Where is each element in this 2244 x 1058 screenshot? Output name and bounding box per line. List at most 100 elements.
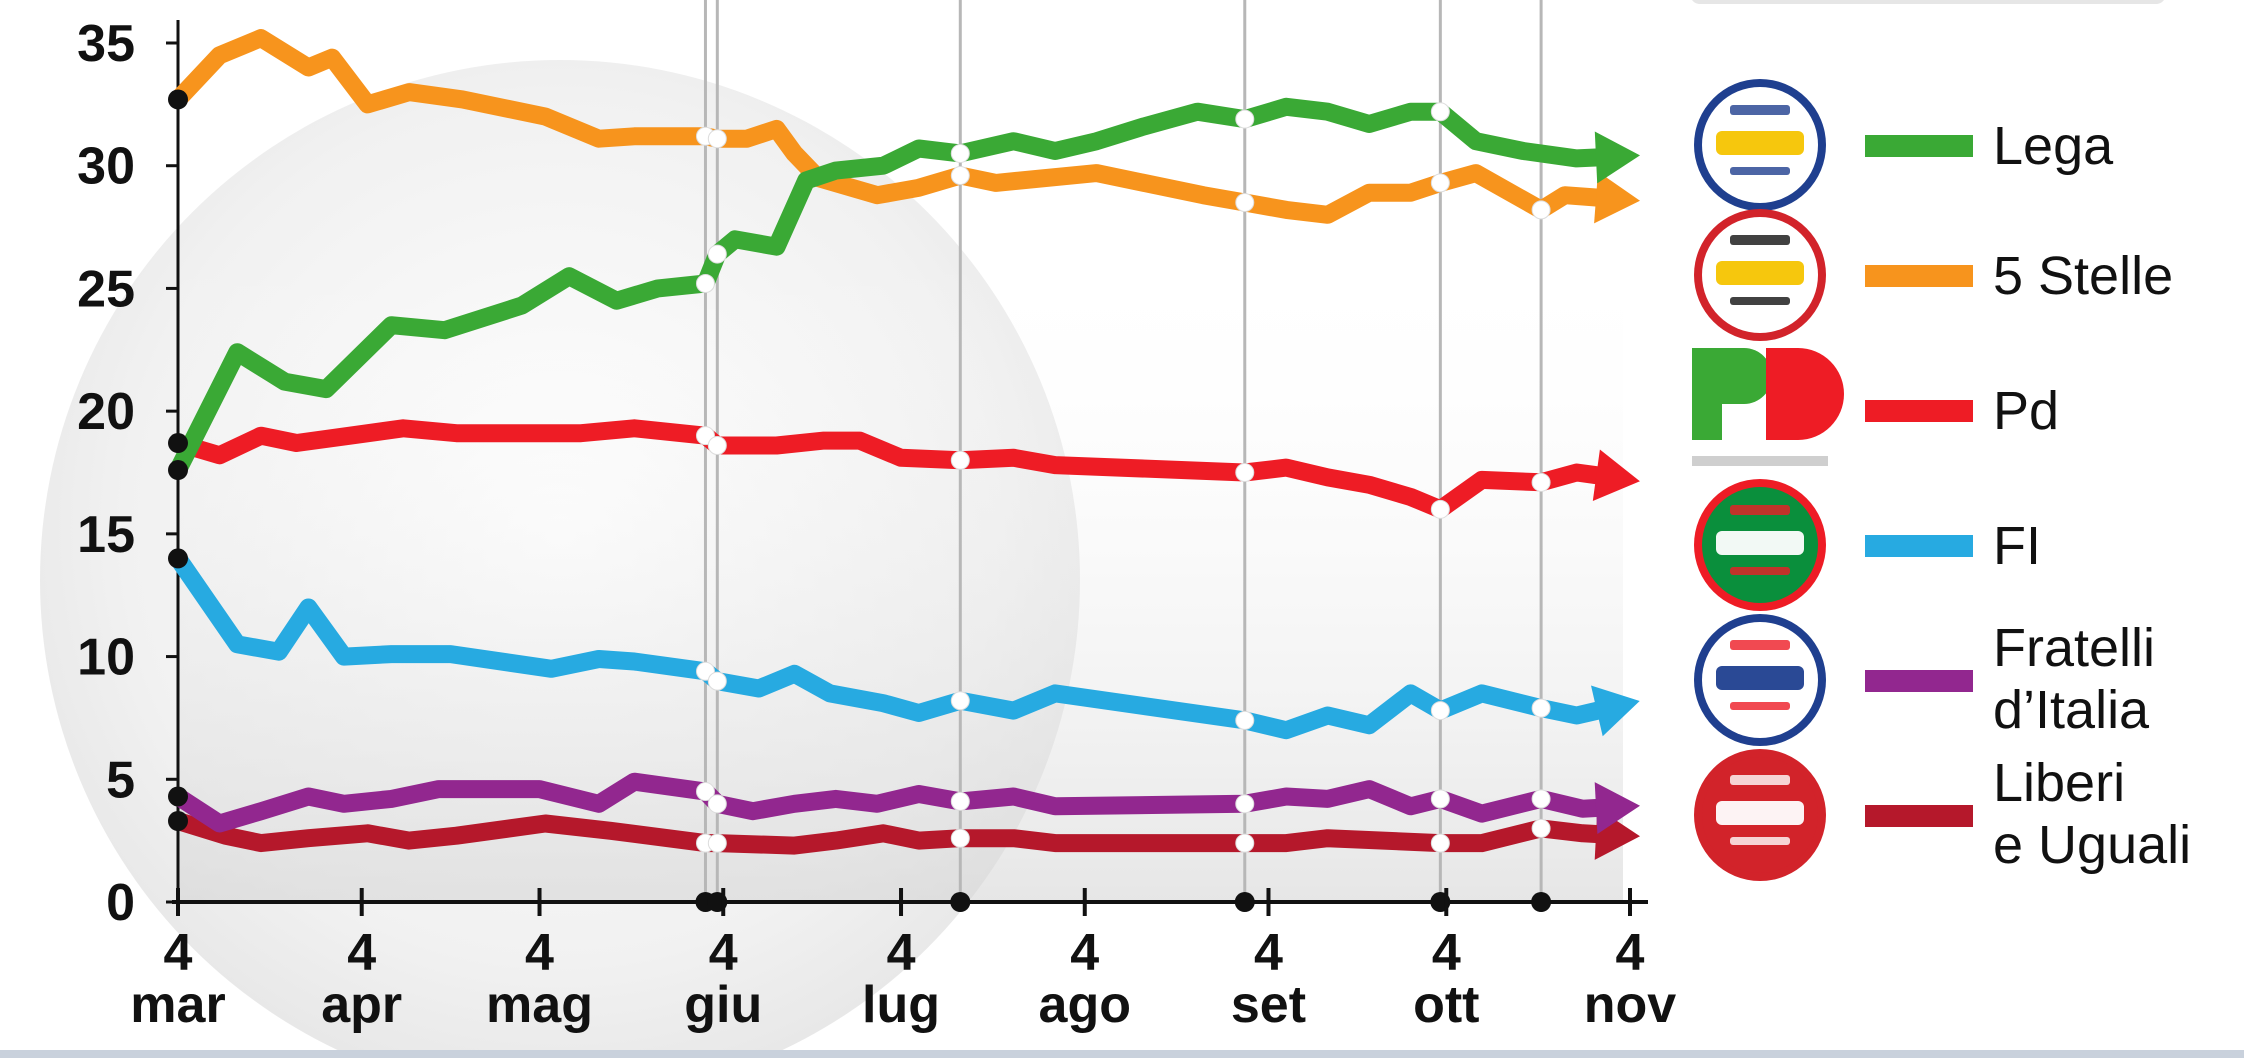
logo-mark — [1730, 105, 1790, 115]
series-line-fi — [169, 549, 1606, 740]
series-arrowhead-fi — [1591, 685, 1640, 737]
legend-swatch — [1865, 535, 1973, 557]
event-point-5-stelle — [1531, 200, 1551, 220]
liberi-e-uguali-logo — [1694, 749, 1826, 881]
logo-mark — [1730, 702, 1790, 710]
logo-mark — [1730, 505, 1790, 515]
x-tick-day: 4 — [1432, 924, 1461, 982]
logo-band — [1716, 801, 1804, 825]
event-point-fi — [950, 691, 970, 711]
movimento-5-stelle-logo — [1694, 209, 1826, 341]
x-tick-month: mag — [486, 976, 593, 1034]
pd-logo-caption — [1692, 456, 1828, 466]
event-point-5-stelle — [1235, 193, 1255, 213]
logo-mark — [1730, 235, 1790, 245]
series-arrowhead-5-stelle — [1594, 171, 1640, 224]
series-fi — [169, 549, 1640, 740]
event-point-liberi-e-uguali — [707, 833, 727, 853]
lega-salvini-logo — [1694, 79, 1826, 211]
x-tick-day: 4 — [347, 924, 376, 982]
legend-label: e Uguali — [1993, 815, 2191, 875]
series-arrowhead-pd — [1592, 449, 1640, 501]
event-point-fi — [1531, 698, 1551, 718]
x-tick-day: 4 — [525, 924, 554, 982]
x-tick-month: set — [1231, 976, 1306, 1034]
x-tick-day: 4 — [1616, 924, 1645, 982]
start-point-pd — [168, 433, 188, 454]
top-search-bar — [1690, 0, 2166, 4]
pd-logo-p-stem — [1692, 348, 1722, 440]
event-point-lega — [695, 274, 715, 294]
x-tick-month: ago — [1039, 976, 1131, 1034]
logo-mark — [1730, 297, 1790, 305]
logo-band — [1716, 131, 1804, 155]
x-tick-month: apr — [321, 976, 402, 1034]
logo-mark — [1730, 775, 1790, 785]
x-tick-month: lug — [862, 976, 940, 1034]
event-point-fratelli-d-italia — [707, 794, 727, 814]
start-point-fratelli-d-italia — [168, 786, 188, 807]
start-point-fi — [168, 548, 188, 569]
logo-band — [1716, 261, 1804, 285]
x-tick-month: ott — [1413, 976, 1479, 1034]
series-line-liberi-e-uguali — [169, 812, 1605, 855]
x-tick-day: 4 — [887, 924, 916, 982]
event-point-5-stelle — [1430, 173, 1450, 193]
event-point-lega — [950, 143, 970, 163]
y-tick-label: 10 — [77, 629, 135, 687]
pd-logo-p-bowl — [1722, 348, 1772, 404]
footer-band — [0, 1050, 2244, 1058]
series-layer — [169, 29, 1640, 860]
legend-label: Lega — [1993, 116, 2114, 176]
partito-democratico-logo — [1688, 342, 1844, 478]
legend-label: FI — [1993, 516, 2041, 576]
x-tick-day: 4 — [1254, 924, 1283, 982]
y-tick-label: 15 — [77, 506, 135, 564]
legend-label: Fratelli — [1993, 618, 2155, 678]
start-point-lega — [168, 460, 188, 481]
event-point-liberi-e-uguali — [1430, 833, 1450, 853]
event-point-fratelli-d-italia — [695, 782, 715, 802]
pd-logo-d-stem — [1766, 348, 1794, 440]
logo-mark — [1730, 640, 1790, 650]
legend-label: Liberi — [1993, 753, 2125, 813]
event-point-pd — [707, 436, 727, 456]
legend-label: 5 Stelle — [1993, 246, 2173, 306]
logo-mark — [1730, 567, 1790, 575]
y-tick-label: 20 — [77, 383, 135, 441]
x-tick-month: mar — [130, 976, 225, 1034]
event-point-lega — [1235, 109, 1255, 129]
series-fratelli-d-italia — [169, 772, 1640, 834]
event-point-fi — [1235, 710, 1255, 730]
legend-label: Pd — [1993, 381, 2059, 441]
event-axis-dot — [1531, 892, 1552, 912]
event-point-liberi-e-uguali — [950, 828, 970, 848]
series-lega — [169, 97, 1640, 479]
series-line-pd — [169, 419, 1606, 519]
x-tick-month: nov — [1584, 976, 1677, 1034]
legend-swatch — [1865, 400, 1973, 422]
event-point-fratelli-d-italia — [1235, 794, 1255, 814]
logo-band — [1716, 666, 1804, 690]
event-axis-dot — [1234, 892, 1255, 912]
legend-item-fi: FI — [1694, 479, 2041, 611]
y-tick-label: 5 — [106, 751, 135, 809]
logo-mark — [1730, 167, 1790, 175]
series-arrowhead-lega — [1594, 131, 1640, 184]
event-point-liberi-e-uguali — [1531, 818, 1551, 838]
y-axis-ticks: 0 5 10 15 20 25 30 35 — [77, 15, 178, 932]
series-arrowhead-fratelli-d-italia — [1594, 782, 1640, 834]
event-point-fratelli-d-italia — [950, 791, 970, 811]
x-tick-month: giu — [684, 976, 762, 1034]
forza-italia-logo — [1694, 479, 1826, 611]
x-tick-day: 4 — [709, 924, 738, 982]
event-point-lega — [1430, 102, 1450, 122]
y-tick-label: 25 — [77, 260, 135, 318]
event-point-fratelli-d-italia — [1531, 789, 1551, 809]
event-point-liberi-e-uguali — [1235, 833, 1255, 853]
y-tick-label: 35 — [77, 15, 135, 73]
fratelli-d-italia-logo — [1694, 614, 1826, 746]
